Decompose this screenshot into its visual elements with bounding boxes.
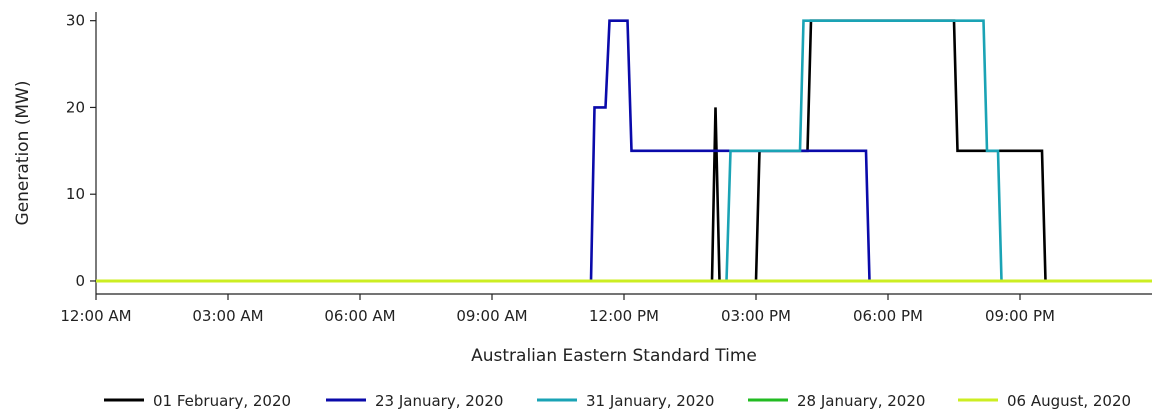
legend-label: 23 January, 2020 — [375, 392, 503, 410]
y-tick-label: 10 — [66, 185, 85, 203]
x-axis: 12:00 AM 03:00 AM 06:00 AM 09:00 AM 12:00 PM… — [60, 293, 1152, 325]
y-tick-label: 0 — [75, 272, 85, 290]
plot-area — [96, 19, 1152, 283]
x-tick-label: 12:00 AM — [60, 307, 131, 325]
legend-label: 31 January, 2020 — [586, 392, 714, 410]
legend: 01 February, 2020 23 January, 2020 31 Janu… — [104, 392, 1131, 410]
x-tick-label: 09:00 PM — [985, 307, 1055, 325]
y-axis: 0 10 20 30 — [66, 12, 97, 294]
x-tick-label: 03:00 AM — [192, 307, 263, 325]
legend-label: 01 February, 2020 — [153, 392, 291, 410]
x-tick-label: 12:00 PM — [589, 307, 659, 325]
legend-label: 06 August, 2020 — [1007, 392, 1131, 410]
x-tick-label: 06:00 AM — [324, 307, 395, 325]
x-tick-label: 09:00 AM — [456, 307, 527, 325]
x-tick-label: 03:00 PM — [721, 307, 791, 325]
y-tick-label: 30 — [66, 12, 85, 30]
legend-label: 28 January, 2020 — [797, 392, 925, 410]
y-axis-title: Generation (MW) — [13, 81, 33, 226]
series-line-2 — [96, 19, 1152, 283]
series-line-3 — [96, 19, 1152, 283]
x-axis-title: Australian Eastern Standard Time — [471, 346, 757, 366]
y-tick-label: 20 — [66, 98, 85, 116]
x-tick-label: 06:00 PM — [853, 307, 923, 325]
